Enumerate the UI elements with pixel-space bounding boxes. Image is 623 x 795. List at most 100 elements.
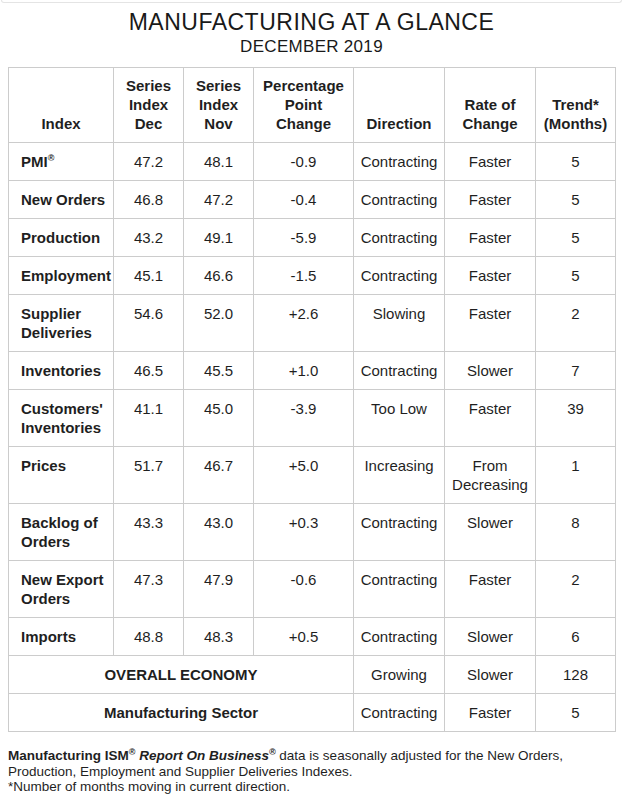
summary-label-cell: Manufacturing Sector bbox=[9, 694, 354, 732]
summary-label-cell: OVERALL ECONOMY bbox=[9, 656, 354, 694]
column-header: Trend* (Months) bbox=[536, 68, 616, 143]
value-cell: 41.1 bbox=[114, 390, 184, 447]
table-row: New Orders46.847.2-0.4ContractingFaster5 bbox=[9, 181, 616, 219]
value-cell: 49.1 bbox=[184, 219, 254, 257]
column-header: Direction bbox=[354, 68, 445, 143]
value-cell: Slower bbox=[445, 656, 536, 694]
value-cell: Contracting bbox=[354, 504, 445, 561]
value-cell: 47.3 bbox=[114, 561, 184, 618]
table-row: Inventories46.545.5+1.0ContractingSlower… bbox=[9, 352, 616, 390]
summary-row: Manufacturing SectorContractingFaster5 bbox=[9, 694, 616, 732]
value-cell: 2 bbox=[536, 561, 616, 618]
summary-row: OVERALL ECONOMYGrowingSlower128 bbox=[9, 656, 616, 694]
value-cell: 39 bbox=[536, 390, 616, 447]
value-cell: 52.0 bbox=[184, 295, 254, 352]
value-cell: 5 bbox=[536, 694, 616, 732]
value-cell: 46.7 bbox=[184, 447, 254, 504]
value-cell: 46.8 bbox=[114, 181, 184, 219]
value-cell: Slower bbox=[445, 504, 536, 561]
index-cell: Employment bbox=[9, 257, 114, 295]
value-cell: +2.6 bbox=[254, 295, 354, 352]
table-row: Imports48.848.3+0.5ContractingSlower6 bbox=[9, 618, 616, 656]
column-header: Percentage Point Change bbox=[254, 68, 354, 143]
value-cell: +5.0 bbox=[254, 447, 354, 504]
value-cell: 128 bbox=[536, 656, 616, 694]
direction-note: *Number of months moving in current dire… bbox=[8, 779, 615, 795]
value-cell: +0.3 bbox=[254, 504, 354, 561]
value-cell: Faster bbox=[445, 219, 536, 257]
index-cell: Production bbox=[9, 219, 114, 257]
table-body: PMI®47.248.1-0.9ContractingFaster5New Or… bbox=[9, 143, 616, 732]
value-cell: 46.6 bbox=[184, 257, 254, 295]
value-cell: Contracting bbox=[354, 257, 445, 295]
footnote: Manufacturing ISM® Report On Business® d… bbox=[8, 748, 608, 779]
index-cell: Backlog of Orders bbox=[9, 504, 114, 561]
value-cell: 5 bbox=[536, 257, 616, 295]
value-cell: Contracting bbox=[354, 618, 445, 656]
value-cell: Faster bbox=[445, 181, 536, 219]
column-header: Series Index Nov bbox=[184, 68, 254, 143]
value-cell: Contracting bbox=[354, 694, 445, 732]
registered-mark: ® bbox=[48, 153, 55, 163]
value-cell: 48.8 bbox=[114, 618, 184, 656]
value-cell: -3.9 bbox=[254, 390, 354, 447]
value-cell: +0.5 bbox=[254, 618, 354, 656]
top-panel-edge bbox=[1, 0, 622, 3]
table-row: Backlog of Orders43.343.0+0.3Contracting… bbox=[9, 504, 616, 561]
value-cell: -0.4 bbox=[254, 181, 354, 219]
value-cell: 45.5 bbox=[184, 352, 254, 390]
value-cell: 54.6 bbox=[114, 295, 184, 352]
value-cell: Faster bbox=[445, 694, 536, 732]
table-row: New Export Orders47.347.9-0.6Contracting… bbox=[9, 561, 616, 618]
value-cell: 46.5 bbox=[114, 352, 184, 390]
index-cell: Customers' Inventories bbox=[9, 390, 114, 447]
value-cell: Faster bbox=[445, 143, 536, 181]
value-cell: 7 bbox=[536, 352, 616, 390]
value-cell: From Decreasing bbox=[445, 447, 536, 504]
table-row: Customers' Inventories41.145.0-3.9Too Lo… bbox=[9, 390, 616, 447]
value-cell: Faster bbox=[445, 561, 536, 618]
value-cell: Contracting bbox=[354, 352, 445, 390]
value-cell: +1.0 bbox=[254, 352, 354, 390]
value-cell: Faster bbox=[445, 257, 536, 295]
table-row: Employment45.146.6-1.5ContractingFaster5 bbox=[9, 257, 616, 295]
value-cell: Contracting bbox=[354, 561, 445, 618]
column-header: Series Index Dec bbox=[114, 68, 184, 143]
value-cell: 8 bbox=[536, 504, 616, 561]
page-title: MANUFACTURING AT A GLANCE bbox=[0, 8, 623, 36]
registered-mark: ® bbox=[269, 747, 276, 757]
value-cell: 5 bbox=[536, 143, 616, 181]
column-header: Index bbox=[9, 68, 114, 143]
value-cell: 47.2 bbox=[184, 181, 254, 219]
table-row: Production43.249.1-5.9ContractingFaster5 bbox=[9, 219, 616, 257]
index-cell: Imports bbox=[9, 618, 114, 656]
manufacturing-at-a-glance-table: IndexSeries Index DecSeries Index NovPer… bbox=[8, 67, 616, 732]
page-subtitle: DECEMBER 2019 bbox=[0, 36, 623, 58]
value-cell: Contracting bbox=[354, 143, 445, 181]
value-cell: 47.2 bbox=[114, 143, 184, 181]
footnote-bold: Manufacturing ISM® bbox=[8, 748, 135, 763]
table-row: Supplier Deliveries54.652.0+2.6SlowingFa… bbox=[9, 295, 616, 352]
value-cell: Too Low bbox=[354, 390, 445, 447]
value-cell: 48.3 bbox=[184, 618, 254, 656]
value-cell: Contracting bbox=[354, 219, 445, 257]
value-cell: -5.9 bbox=[254, 219, 354, 257]
footnote-bold-italic: Report On Business® bbox=[139, 748, 275, 763]
value-cell: 51.7 bbox=[114, 447, 184, 504]
value-cell: 5 bbox=[536, 181, 616, 219]
value-cell: 43.2 bbox=[114, 219, 184, 257]
value-cell: Slower bbox=[445, 352, 536, 390]
index-cell: PMI® bbox=[9, 143, 114, 181]
value-cell: Growing bbox=[354, 656, 445, 694]
value-cell: 48.1 bbox=[184, 143, 254, 181]
table-row: PMI®47.248.1-0.9ContractingFaster5 bbox=[9, 143, 616, 181]
table-header-row: IndexSeries Index DecSeries Index NovPer… bbox=[9, 68, 616, 143]
value-cell: 2 bbox=[536, 295, 616, 352]
value-cell: -0.6 bbox=[254, 561, 354, 618]
value-cell: Contracting bbox=[354, 181, 445, 219]
index-cell: Supplier Deliveries bbox=[9, 295, 114, 352]
value-cell: -0.9 bbox=[254, 143, 354, 181]
value-cell: Slower bbox=[445, 618, 536, 656]
index-cell: Inventories bbox=[9, 352, 114, 390]
index-cell: New Orders bbox=[9, 181, 114, 219]
